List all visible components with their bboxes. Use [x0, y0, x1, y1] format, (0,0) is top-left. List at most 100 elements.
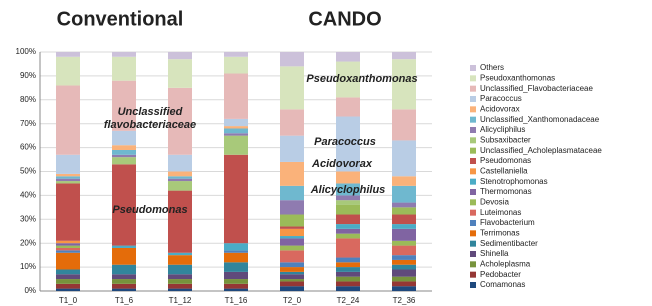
- bar-segment: [336, 228, 360, 234]
- y-tick-label: 20%: [20, 238, 36, 247]
- y-tick-label: 30%: [20, 214, 36, 223]
- bar-segment: [280, 66, 304, 110]
- bar-segment: [392, 185, 416, 203]
- bar-segment: [280, 267, 304, 272]
- bar-segment: [56, 288, 80, 291]
- bar-segment: [224, 250, 248, 253]
- bar-segment: [392, 207, 416, 215]
- bar-segment: [56, 154, 80, 174]
- bar-segment: [336, 171, 360, 184]
- bar-segment: [112, 154, 136, 158]
- bar-segment: [56, 183, 80, 241]
- legend-label: Devosia: [480, 197, 509, 206]
- bar-segment: [168, 171, 192, 177]
- x-tick-label: T1_12: [169, 296, 192, 305]
- legend-label: Acholeplasma: [480, 259, 531, 268]
- annotation: Unclassified: [118, 106, 183, 118]
- bar-segment: [168, 59, 192, 88]
- bar-segment: [224, 283, 248, 289]
- legend-swatch: [470, 65, 476, 71]
- bar-segment: [224, 262, 248, 272]
- legend-swatch: [470, 106, 476, 113]
- bar-segment: [168, 283, 192, 289]
- x-tick-label: T2_0: [283, 296, 302, 305]
- bar-segment: [56, 245, 80, 248]
- bar-segment: [392, 224, 416, 229]
- legend-label: Terrimonas: [480, 228, 520, 237]
- legend-label: Unclassified_Xanthomonadaceae: [480, 115, 600, 124]
- y-tick-label: 0%: [24, 286, 36, 295]
- x-tick-label: T1_16: [225, 296, 248, 305]
- bar-segment: [336, 271, 360, 277]
- bar-segment: [56, 279, 80, 284]
- bar-segment: [392, 255, 416, 260]
- legend-label: Subsaxibacter: [480, 135, 531, 144]
- legend-label: Paracoccus: [480, 94, 522, 103]
- bar-segment: [392, 264, 416, 270]
- legend-swatch: [470, 85, 476, 92]
- legend-swatch: [470, 158, 476, 164]
- bar-segment: [112, 149, 136, 155]
- bar-segment: [56, 250, 80, 253]
- legend-label: Pedobacter: [480, 270, 521, 279]
- bar-segment: [112, 52, 136, 57]
- bar-segment: [168, 52, 192, 60]
- bar-segment: [56, 252, 80, 270]
- bar-segment: [280, 52, 304, 67]
- legend-swatch: [470, 168, 476, 175]
- bar-segment: [280, 279, 304, 282]
- x-tick-label: T1_0: [59, 296, 78, 305]
- legend-swatch: [470, 75, 476, 82]
- y-tick-label: 90%: [20, 71, 36, 80]
- bar-segment: [56, 85, 80, 155]
- bar-segment: [56, 243, 80, 246]
- bar-segment: [224, 52, 248, 57]
- bar-segment: [168, 154, 192, 172]
- bar-segment: [56, 52, 80, 57]
- bar-segment: [224, 271, 248, 280]
- legend-swatch: [470, 220, 476, 226]
- bar-segment: [224, 118, 248, 127]
- legend-swatch: [470, 271, 476, 278]
- bar-segment: [224, 73, 248, 119]
- bar-segment: [336, 286, 360, 291]
- legend-swatch: [470, 230, 476, 237]
- bar-segment: [392, 240, 416, 246]
- bar-segment: [392, 259, 416, 265]
- bar-segment: [56, 178, 80, 182]
- bar-segment: [336, 204, 360, 215]
- bar-segment: [112, 80, 136, 131]
- bar-segment: [224, 279, 248, 284]
- legend-label: Flavobacterium: [480, 218, 535, 227]
- bar-segment: [224, 154, 248, 244]
- bar-segment: [112, 56, 136, 81]
- bar-segment: [336, 200, 360, 205]
- bar-segment: [56, 283, 80, 289]
- section-title: Conventional: [57, 8, 184, 30]
- y-tick-label: 60%: [20, 143, 36, 152]
- bar-segment: [224, 126, 248, 129]
- y-tick-label: 100%: [16, 47, 36, 56]
- bar-segment: [56, 269, 80, 275]
- bar-segment: [56, 247, 80, 251]
- bar-segment: [224, 243, 248, 251]
- x-tick-label: T1_6: [115, 296, 134, 305]
- bar-segment: [336, 257, 360, 263]
- bar-segment: [168, 274, 192, 280]
- legend-label: Comamonas: [480, 280, 525, 289]
- bar-segment: [112, 145, 136, 150]
- bar-segment: [168, 255, 192, 265]
- legend-swatch: [470, 137, 476, 144]
- legend-label: Alicycliphilus: [480, 125, 525, 134]
- bar-segment: [336, 238, 360, 258]
- annotation: Pseudoxanthomonas: [306, 73, 417, 85]
- bar-segment: [336, 61, 360, 98]
- bar-segment: [56, 173, 80, 177]
- legend-swatch: [470, 147, 476, 154]
- bar-segment: [224, 135, 248, 155]
- bar-segment: [392, 245, 416, 256]
- legend-label: Thermomonas: [480, 187, 532, 196]
- bar-segment: [392, 269, 416, 277]
- bar-segment: [280, 135, 304, 162]
